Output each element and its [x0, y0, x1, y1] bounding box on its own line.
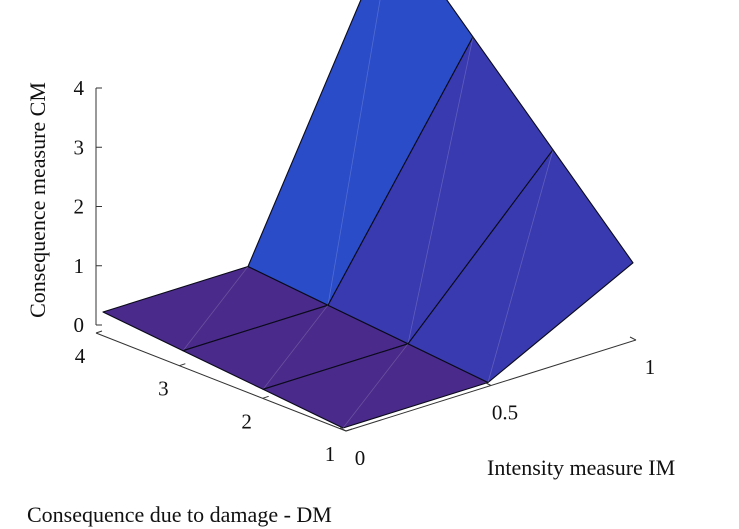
x-tick-mark [339, 427, 347, 432]
z-axis-label: Consequence measure CM [25, 82, 50, 318]
x-tick-mark [484, 382, 492, 386]
surface-patch [407, 149, 634, 384]
x-tick-label: 1 [645, 355, 656, 379]
surface-mesh-line [182, 266, 249, 351]
axes [95, 87, 637, 432]
surface-mesh-line [327, 0, 381, 306]
y-tick-mark [345, 428, 353, 432]
y-tick-mark [262, 395, 269, 399]
y-axis-label: Consequence due to damage - DM [27, 502, 332, 527]
z-tick-label: 4 [74, 76, 85, 100]
y-axis-line [95, 332, 347, 432]
surface-mesh-line [262, 304, 329, 390]
x-tick-label: 0.5 [492, 401, 518, 425]
y-tick-mark [179, 363, 186, 367]
x-axis-label: Intensity measure IM [487, 455, 675, 480]
x-tick-mark [629, 336, 637, 341]
y-tick-label: 4 [75, 344, 86, 368]
z-tick-label: 3 [74, 135, 85, 159]
surface-patches [102, 0, 634, 429]
y-tick-label: 3 [158, 377, 169, 401]
z-tick-label: 1 [74, 254, 85, 278]
y-tick-mark [95, 330, 103, 334]
surface-mesh-line [342, 343, 409, 429]
surface-mesh-line [407, 36, 474, 344]
z-tick-label: 0 [74, 313, 85, 337]
y-tick-label: 2 [241, 409, 252, 433]
y-tick-label: 1 [325, 442, 336, 466]
x-tick-label: 0 [355, 446, 366, 470]
z-tick-label: 2 [74, 195, 85, 219]
surface-mesh-line [487, 149, 554, 383]
